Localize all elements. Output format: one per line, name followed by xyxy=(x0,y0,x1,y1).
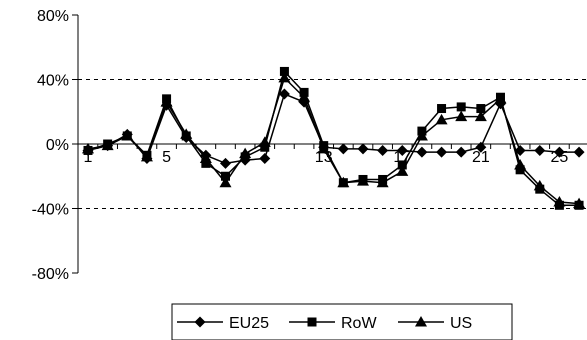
data-point-eu25 xyxy=(475,141,487,153)
legend-items: EU25 RoW US xyxy=(177,315,472,332)
series-line-us xyxy=(87,76,580,205)
data-point-us xyxy=(199,152,212,164)
data-point-us xyxy=(180,128,193,139)
data-point-us xyxy=(455,110,468,122)
data-point-us xyxy=(239,147,252,159)
legend-label-us: US xyxy=(450,315,472,332)
legend-marker-eu25 xyxy=(194,316,206,328)
data-point-us xyxy=(140,150,153,162)
legend-label-eu25: EU25 xyxy=(229,315,269,332)
data-point-row xyxy=(476,104,486,114)
data-point-row xyxy=(437,104,447,114)
data-point-us xyxy=(435,113,448,125)
x-tick-label: 13 xyxy=(315,149,333,166)
y-tick-label: -80% xyxy=(32,266,69,283)
x-tick-label: 1 xyxy=(84,149,93,166)
data-point-row xyxy=(220,171,230,181)
data-point-us xyxy=(101,139,114,151)
data-point-row xyxy=(201,158,211,168)
data-point-us xyxy=(514,158,527,170)
x-tick-label: 5 xyxy=(162,149,171,166)
data-point-us xyxy=(376,176,389,188)
data-point-row xyxy=(397,160,407,170)
data-point-us xyxy=(258,136,271,147)
data-point-us xyxy=(356,175,369,186)
data-point-eu25 xyxy=(219,157,231,169)
data-point-eu25 xyxy=(396,144,408,156)
data-point-row xyxy=(515,165,525,175)
data-point-eu25 xyxy=(553,146,565,158)
y-tick-label: 0% xyxy=(46,137,69,154)
data-point-us xyxy=(337,176,350,188)
data-point-us xyxy=(415,129,428,141)
x-tick-label: 21 xyxy=(472,149,490,166)
data-point-eu25 xyxy=(337,143,349,155)
data-point-eu25 xyxy=(259,153,271,165)
data-point-us xyxy=(474,110,487,122)
data-point-eu25 xyxy=(534,144,546,156)
data-point-us xyxy=(553,196,566,207)
legend-box xyxy=(171,303,513,340)
data-point-us xyxy=(533,179,546,191)
y-tick-labels: -80% -40% 0% 40% 80% xyxy=(32,8,78,283)
data-point-us xyxy=(573,197,586,209)
data-point-us xyxy=(278,71,291,83)
legend-marker-row xyxy=(307,317,317,327)
data-point-eu25 xyxy=(357,143,369,155)
data-point-eu25 xyxy=(455,146,467,158)
y-tick-label: -40% xyxy=(32,202,69,219)
x-tick-labels: 1 5 9 13 17 21 25 xyxy=(84,144,570,166)
data-point-us xyxy=(121,129,134,141)
x-tick-label: 9 xyxy=(241,149,250,166)
data-point-us xyxy=(494,92,507,104)
data-point-eu25 xyxy=(377,144,389,156)
data-point-us xyxy=(219,176,232,188)
data-point-eu25 xyxy=(573,146,585,158)
legend: EU25 RoW US xyxy=(171,303,513,340)
data-point-eu25 xyxy=(514,144,526,156)
data-point-eu25 xyxy=(416,146,428,158)
data-point-eu25 xyxy=(278,88,290,100)
gridlines xyxy=(78,79,587,209)
legend-label-row: RoW xyxy=(341,315,377,332)
y-tick-label: 40% xyxy=(37,73,69,90)
legend-marker-us xyxy=(415,316,427,327)
x-tick-label: 25 xyxy=(551,149,569,166)
data-point-us xyxy=(298,91,311,102)
data-point-row xyxy=(260,142,270,152)
data-point-row xyxy=(456,102,466,112)
series-markers xyxy=(82,66,586,210)
data-point-us xyxy=(160,96,173,107)
series-lines xyxy=(87,69,580,207)
data-point-us xyxy=(82,142,94,154)
y-tick-label: 80% xyxy=(37,8,69,25)
data-point-eu25 xyxy=(436,146,448,158)
series-line-row xyxy=(87,69,580,207)
data-point-us xyxy=(396,165,409,176)
x-tick-label: 17 xyxy=(393,149,411,166)
data-point-row xyxy=(279,66,289,76)
data-point-us xyxy=(317,142,330,154)
